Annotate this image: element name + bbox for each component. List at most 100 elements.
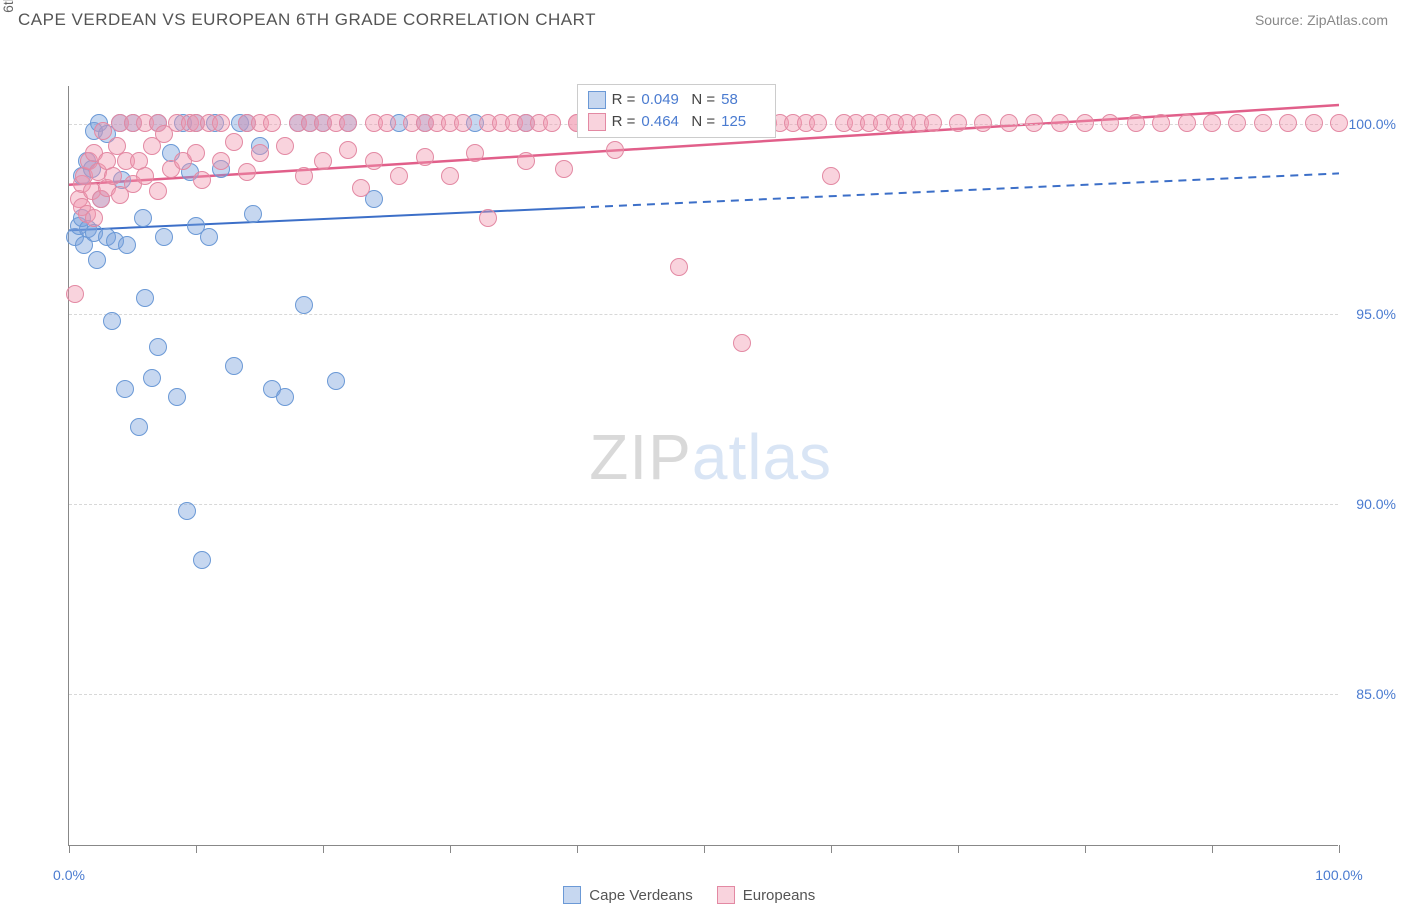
y-axis-label: 6th Grade <box>0 0 16 13</box>
data-point <box>339 141 357 159</box>
plot-area: ZIPatlas R =0.049N =58R =0.464N =125 85.… <box>68 86 1338 846</box>
data-point <box>327 372 345 390</box>
data-point <box>1000 114 1018 132</box>
data-point <box>263 114 281 132</box>
gridline <box>69 504 1338 505</box>
data-point <box>1330 114 1348 132</box>
data-point <box>104 167 122 185</box>
legend-n-label: N = <box>691 89 715 111</box>
data-point <box>466 144 484 162</box>
x-tick <box>831 845 832 853</box>
data-point <box>606 141 624 159</box>
x-tick <box>704 845 705 853</box>
x-tick <box>450 845 451 853</box>
legend-series-name: Cape Verdeans <box>589 887 692 904</box>
data-point <box>244 205 262 223</box>
legend-item: Europeans <box>717 886 816 904</box>
data-point <box>378 114 396 132</box>
data-point <box>178 502 196 520</box>
x-tick <box>1212 845 1213 853</box>
data-point <box>924 114 942 132</box>
y-tick-label: 90.0% <box>1344 496 1396 512</box>
x-tick <box>958 845 959 853</box>
data-point <box>149 182 167 200</box>
data-point <box>187 144 205 162</box>
legend-r-label: R = <box>612 89 636 111</box>
legend-n-label: N = <box>691 111 715 133</box>
data-point <box>1025 114 1043 132</box>
data-point <box>88 251 106 269</box>
data-point <box>822 167 840 185</box>
data-point <box>390 167 408 185</box>
series-legend: Cape Verdeans Europeans <box>563 886 815 904</box>
data-point <box>251 144 269 162</box>
data-point <box>130 418 148 436</box>
data-point <box>295 167 313 185</box>
y-tick-label: 85.0% <box>1344 686 1396 702</box>
data-point <box>314 152 332 170</box>
data-point <box>365 152 383 170</box>
x-tick <box>577 845 578 853</box>
chart-header: CAPE VERDEAN VS EUROPEAN 6TH GRADE CORRE… <box>0 0 1406 36</box>
gridline <box>69 694 1338 695</box>
data-point <box>1228 114 1246 132</box>
legend-item: Cape Verdeans <box>563 886 692 904</box>
data-point <box>1051 114 1069 132</box>
legend-r-label: R = <box>612 111 636 133</box>
data-point <box>225 357 243 375</box>
data-point <box>85 209 103 227</box>
data-point <box>1152 114 1170 132</box>
data-point <box>733 334 751 352</box>
data-point <box>94 122 112 140</box>
data-point <box>1178 114 1196 132</box>
data-point <box>155 228 173 246</box>
data-point <box>118 236 136 254</box>
legend-n-value: 58 <box>721 89 765 111</box>
legend-r-value: 0.049 <box>641 89 685 111</box>
legend-swatch <box>717 886 735 904</box>
data-point <box>212 152 230 170</box>
data-point <box>441 167 459 185</box>
data-point <box>200 228 218 246</box>
data-point <box>339 114 357 132</box>
data-point <box>116 380 134 398</box>
legend-series-name: Europeans <box>743 887 816 904</box>
data-point <box>1203 114 1221 132</box>
data-point <box>143 369 161 387</box>
correlation-legend: R =0.049N =58R =0.464N =125 <box>577 84 777 138</box>
legend-row: R =0.464N =125 <box>588 111 766 133</box>
data-point <box>1254 114 1272 132</box>
chart-title: CAPE VERDEAN VS EUROPEAN 6TH GRADE CORRE… <box>18 10 596 30</box>
data-point <box>134 209 152 227</box>
data-point <box>66 285 84 303</box>
watermark-atlas: atlas <box>692 421 832 493</box>
data-point <box>1127 114 1145 132</box>
chart-source: Source: ZipAtlas.com <box>1255 12 1388 28</box>
data-point <box>276 137 294 155</box>
data-point <box>238 163 256 181</box>
data-point <box>193 171 211 189</box>
data-point <box>1279 114 1297 132</box>
legend-swatch <box>563 886 581 904</box>
x-tick <box>1085 845 1086 853</box>
watermark: ZIPatlas <box>589 420 832 494</box>
data-point <box>809 114 827 132</box>
data-point <box>149 338 167 356</box>
data-point <box>517 152 535 170</box>
data-point <box>193 551 211 569</box>
x-tick <box>69 845 70 853</box>
x-tick-label: 100.0% <box>1315 867 1362 883</box>
data-point <box>276 388 294 406</box>
data-point <box>136 167 154 185</box>
legend-row: R =0.049 N = 58 <box>588 89 766 111</box>
data-point <box>949 114 967 132</box>
data-point <box>168 388 186 406</box>
legend-n-value: 125 <box>721 111 765 133</box>
watermark-zip: ZIP <box>589 421 692 493</box>
x-tick <box>323 845 324 853</box>
trend-lines <box>69 86 1339 846</box>
data-point <box>555 160 573 178</box>
data-point <box>1305 114 1323 132</box>
gridline <box>69 314 1338 315</box>
legend-swatch <box>588 91 606 109</box>
